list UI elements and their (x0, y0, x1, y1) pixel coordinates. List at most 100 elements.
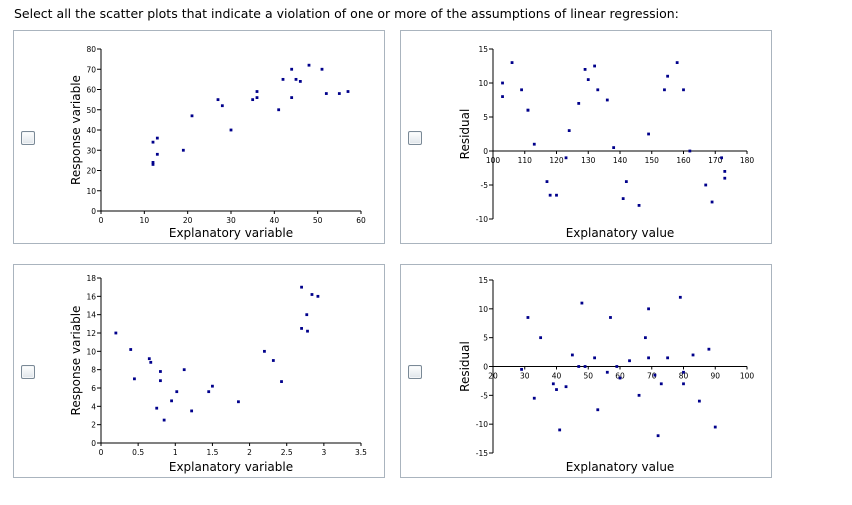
chart4-x-tick-label: 90 (710, 372, 720, 381)
chart2-y-tick-label: 0 (483, 147, 488, 156)
chart3-point (155, 406, 159, 410)
chart2-x-tick-label: 180 (740, 156, 755, 165)
chart4-x-tick-label: 20 (488, 372, 498, 381)
chart2-y-axis-label: Residual (458, 109, 472, 160)
chart3-x-tick-label: 0 (99, 448, 104, 457)
chart2-point (710, 200, 714, 204)
chart2-y-tick-label: -10 (476, 215, 488, 224)
chart3-y-tick-label: 2 (91, 421, 96, 430)
chart4-point (656, 434, 660, 438)
option-checkbox-1[interactable] (21, 131, 35, 145)
chart4-y-tick-label: -10 (476, 420, 488, 429)
chart4-y-tick-label: -5 (481, 391, 489, 400)
chart1-point (216, 98, 220, 102)
chart1-x-tick-label: 20 (183, 216, 193, 225)
chart3-y-tick-label: 0 (91, 439, 96, 448)
chart2-point (723, 170, 727, 173)
chart2-point (647, 132, 650, 136)
chart3-y-tick-label: 18 (86, 274, 96, 283)
chart4-point (678, 295, 682, 299)
chart4-point (647, 356, 650, 360)
chart2-point (688, 149, 692, 153)
chart3-point (133, 377, 136, 381)
chart4-y-tick-label: 10 (478, 305, 488, 314)
chart3-point (300, 327, 303, 330)
chart3-point (159, 370, 162, 373)
chart3-point (300, 285, 303, 289)
chart3-point (147, 357, 151, 361)
chart3-y-tick-label: 14 (86, 311, 96, 320)
chart4-point (647, 307, 650, 311)
chart2-point (596, 88, 600, 92)
chart1-y-tick-label: 20 (86, 167, 96, 176)
chart4-point (682, 382, 685, 386)
chart1-point (151, 140, 155, 144)
chart3-point (263, 349, 266, 353)
plot-panel-4: -15 -10 -5 0 5 10 15 20 30 40 50 60 70 80 90 100 Explana… (400, 264, 772, 478)
chart1-point (320, 67, 324, 71)
chart2-y-tick-label: -5 (481, 181, 489, 190)
chart1-point (324, 92, 328, 95)
chart2-point (567, 129, 571, 132)
chart2-x-tick-label: 100 (486, 156, 501, 165)
chart2-point (666, 74, 670, 78)
chart4-point (691, 353, 695, 357)
chart3-y-tick-label: 10 (86, 347, 96, 356)
chart4-x-tick-label: 100 (740, 372, 755, 381)
chart2-point (548, 193, 552, 197)
chart3-point (170, 399, 173, 403)
chart1-y-tick-label: 30 (86, 146, 96, 155)
chart1-x-tick-label: 0 (99, 216, 104, 225)
chart3-y-tick-label: 6 (91, 384, 96, 393)
chart1-x-axis-label: Explanatory variable (169, 226, 293, 240)
chart2-point (612, 146, 616, 149)
chart4-point (707, 347, 711, 351)
chart2-point (624, 180, 628, 183)
residual-plot-2: -15 -10 -5 0 5 10 15 20 30 40 50 60 70 80 90 100 Explana… (458, 276, 755, 474)
chart4-point (666, 356, 670, 360)
option-checkbox-2[interactable] (408, 131, 422, 145)
chart3-point (310, 293, 314, 296)
chart4-x-tick-label: 80 (679, 372, 689, 381)
chart3-y-tick-label: 4 (91, 402, 96, 411)
chart1-x-tick-label: 40 (270, 216, 280, 225)
chart4-point (682, 370, 685, 374)
chart2-point (723, 176, 727, 180)
chart4-y-tick-label: 5 (483, 334, 488, 343)
chart4-point (577, 365, 581, 368)
chart4-point (596, 408, 600, 412)
chart2-point (586, 78, 590, 81)
chart2-point (682, 88, 685, 92)
chart2-point (593, 64, 596, 68)
chart2-x-tick-label: 140 (613, 156, 628, 165)
chart1-y-tick-label: 60 (86, 86, 96, 95)
chart4-x-tick-label: 60 (615, 372, 625, 381)
chart3-x-tick-label: 2 (247, 448, 252, 457)
chart3-x-tick-label: 0.5 (132, 448, 144, 457)
chart2-point (720, 156, 723, 160)
chart3-point (306, 329, 309, 333)
chart3-point (159, 379, 162, 383)
chart1-y-tick-label: 70 (86, 65, 96, 74)
chart3-point (190, 409, 194, 413)
chart4-point (532, 396, 536, 400)
chart1-point (190, 114, 194, 118)
chart2-x-tick-label: 170 (708, 156, 723, 165)
chart1-y-tick-label: 50 (86, 106, 96, 115)
chart4-point (520, 367, 523, 371)
chart1-point (151, 161, 155, 164)
chart1-y-tick-label: 10 (86, 187, 96, 196)
chart3-y-tick-label: 12 (86, 329, 96, 338)
chart4-point (659, 382, 663, 386)
chart4-point (526, 316, 530, 319)
chart4-point (615, 365, 619, 368)
chart1-point (155, 152, 159, 156)
option-checkbox-3[interactable] (21, 365, 35, 379)
chart3-point (305, 313, 309, 317)
chart1-y-axis-label: Response variable (69, 75, 83, 185)
chart4-point (609, 316, 612, 319)
chart1-point (298, 80, 302, 83)
option-checkbox-4[interactable] (408, 365, 422, 379)
plot-panel-2: -10 -5 0 5 10 15 100 110 120 130 140 150 160 170 180 Ex… (400, 30, 772, 244)
chart3-point (316, 294, 320, 298)
